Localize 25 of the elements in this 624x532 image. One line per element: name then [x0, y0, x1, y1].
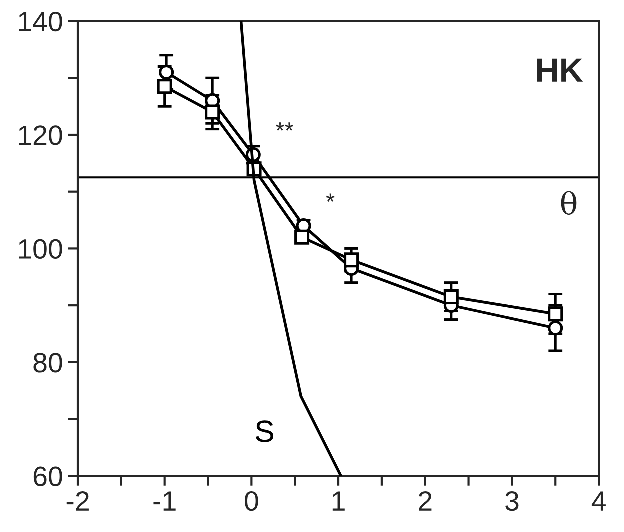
y-tick-label: 140 [19, 12, 62, 32]
annotation: ** [276, 122, 294, 131]
x-tick-label: 4 [592, 492, 606, 511]
x-tick-label: -2 [66, 491, 89, 511]
point [157, 79, 172, 94]
x-tick-label: 2 [419, 491, 432, 511]
point [159, 64, 174, 80]
ref-line-label: θ [561, 191, 577, 216]
y-tick-label: 120 [19, 126, 62, 146]
y-tick-label: 60 [34, 466, 62, 486]
text: HK [537, 58, 584, 82]
x-tick-label: 3 [506, 491, 519, 512]
x-tick-label: 0 [245, 491, 258, 512]
point [344, 252, 360, 268]
point [548, 306, 564, 322]
annotation: * [326, 194, 335, 202]
y-tick-label: 100 [19, 239, 62, 260]
series-label: S [256, 420, 274, 442]
point [205, 104, 220, 120]
point [444, 290, 459, 305]
y-tick-label: 80 [34, 353, 62, 373]
x-tick-label: -1 [154, 492, 176, 511]
point [548, 320, 564, 336]
point [294, 230, 310, 245]
x-tick-label: 1 [332, 492, 345, 511]
